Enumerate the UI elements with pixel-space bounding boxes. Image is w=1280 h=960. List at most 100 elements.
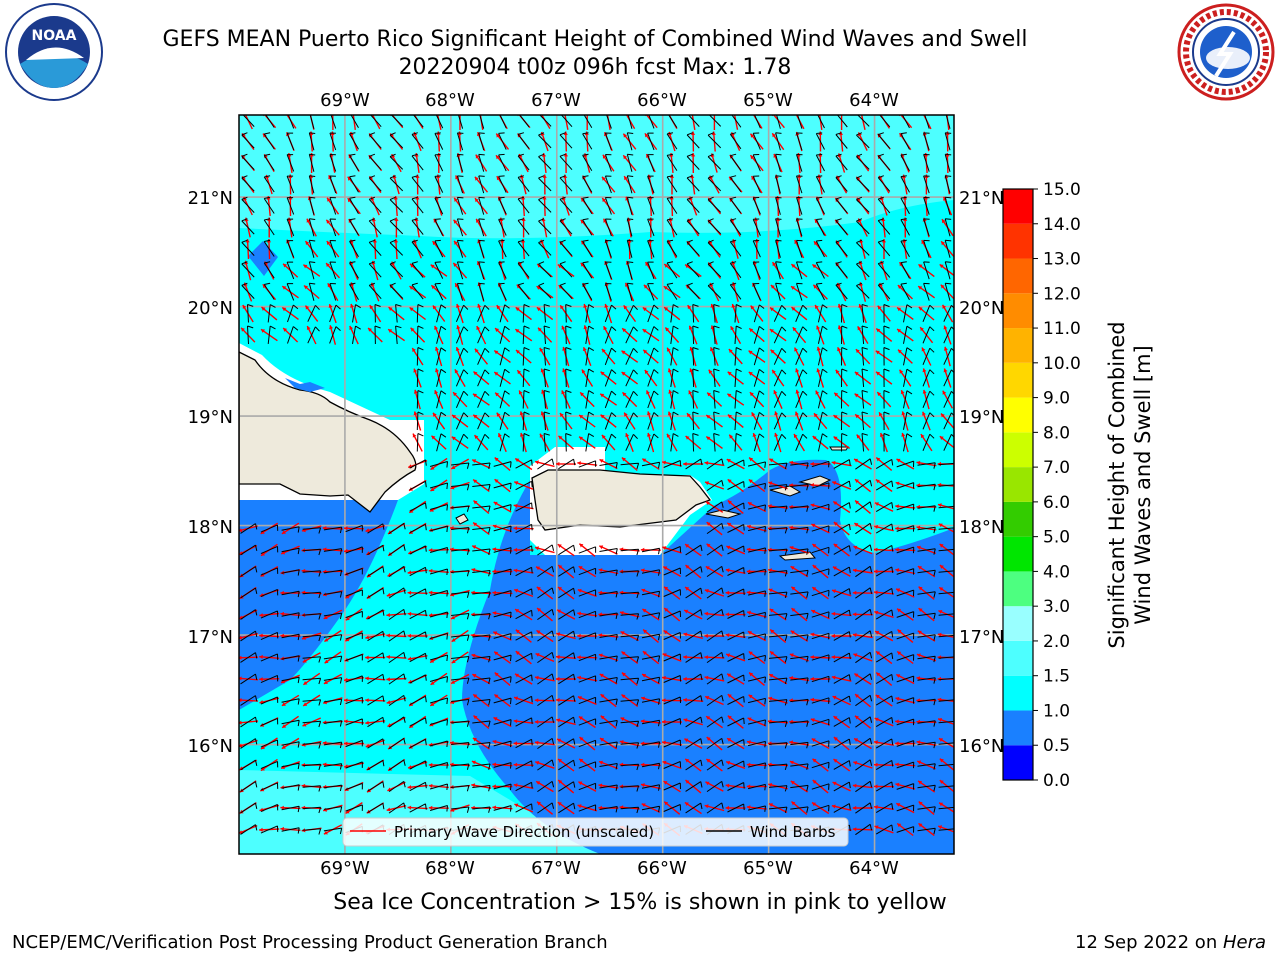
wave-arrow-head (344, 548, 348, 553)
wind-barb (641, 547, 661, 555)
wave-arrow-head (471, 653, 476, 658)
wind-barb (515, 781, 533, 792)
land-st-croix (778, 551, 817, 561)
wave-arrow-head (640, 547, 645, 552)
wave-arrow-head (556, 718, 561, 723)
wave-arrow-head (748, 694, 753, 699)
wave-arrow-head (557, 802, 562, 806)
wind-barb (493, 525, 512, 533)
wave-arrow-head (813, 284, 818, 289)
wave-arrow-head (455, 175, 460, 180)
wind-barb (727, 803, 745, 813)
wind-barb (515, 523, 533, 534)
wind-barb (855, 479, 873, 492)
wind-barb (647, 283, 655, 301)
wind-barb (811, 525, 830, 532)
wind-barb (240, 587, 258, 599)
wave-arrow-head (922, 411, 926, 416)
wind-barb (281, 762, 300, 770)
wind-barb (260, 588, 279, 598)
wave-arrow-head (937, 632, 942, 637)
wave-arrow-head (580, 262, 585, 267)
wind-barb (411, 218, 424, 235)
wind-barb (499, 347, 510, 366)
wind-barb (308, 239, 316, 258)
wave-arrow-head (837, 153, 842, 158)
wind-barb (493, 762, 512, 769)
wave-arrow-head (583, 304, 588, 308)
wind-barb (747, 719, 766, 726)
wind-barb (747, 461, 766, 468)
wind-barb (323, 569, 343, 577)
wave-arrow-head (324, 659, 329, 664)
wave-arrow-head (540, 132, 545, 136)
wind-barb (367, 673, 385, 685)
wind-barb (409, 609, 427, 620)
wave-arrow-head (347, 198, 352, 203)
wind-barb (883, 368, 890, 388)
wind-barb (811, 697, 830, 704)
wave-arrow-head (578, 566, 583, 570)
colorbar-segment (1003, 606, 1033, 641)
wave-arrow-head (667, 411, 672, 416)
wind-barb (429, 633, 448, 640)
wave-arrow-head (855, 349, 860, 354)
wave-arrow-head (643, 349, 648, 354)
wave-arrow-head (794, 347, 798, 352)
wind-barb (647, 390, 659, 409)
wind-barb (451, 763, 470, 770)
wind-barb (752, 261, 761, 279)
wind-barb (833, 781, 851, 792)
colorbar-segment (1003, 362, 1033, 398)
wave-arrow-head (563, 174, 568, 179)
wind-barb (835, 153, 848, 171)
wave-arrow-head (577, 655, 581, 660)
wind-barb (409, 459, 427, 469)
wind-barb (706, 630, 724, 642)
wind-barb (855, 759, 873, 771)
wind-barb (599, 698, 618, 705)
wind-barb (281, 719, 300, 727)
wind-barb (451, 505, 470, 512)
wind-barb (543, 347, 550, 366)
wind-barb (409, 803, 427, 813)
wave-arrow-head (704, 655, 708, 660)
wave-arrow-head (879, 433, 884, 437)
wave-arrow-head (283, 263, 287, 268)
wave-arrow-head (327, 197, 331, 202)
wind-barb (727, 588, 745, 598)
colorbar-tick-label: 9.0 (1043, 389, 1070, 409)
wave-arrow-head (495, 392, 500, 397)
wave-arrow-head (901, 432, 906, 437)
lat-label-right: 16°N (959, 736, 1004, 757)
wind-barb (367, 609, 385, 620)
wind-barb (815, 153, 825, 172)
lat-labels-right: 21°N 20°N 19°N 18°N 17°N 16°N (959, 188, 1004, 757)
wind-barb (286, 154, 295, 172)
wind-barb (241, 196, 255, 213)
wind-barb (345, 632, 363, 640)
wind-barb (434, 261, 444, 279)
wave-arrow-head (409, 286, 414, 290)
wave-arrow-head (789, 760, 794, 765)
wind-barb (240, 824, 258, 835)
wind-barb (707, 261, 722, 278)
wind-barb (752, 154, 761, 172)
wind-barb (582, 282, 593, 300)
land-hispaniola (239, 351, 417, 513)
wave-arrow-head (369, 305, 374, 310)
wave-arrow-head (663, 566, 668, 571)
wind-barb (752, 283, 761, 301)
wave-arrow-head (688, 390, 693, 395)
wind-barb (663, 696, 681, 705)
lat-label-right: 21°N (959, 188, 1004, 209)
wave-arrow-head (621, 457, 626, 462)
wind-barb (833, 695, 851, 706)
wind-barb (833, 803, 851, 813)
wind-barb (768, 677, 788, 685)
wave-arrow-head (747, 502, 752, 506)
wave-arrow-head (474, 435, 479, 439)
wave-arrow-head (854, 738, 859, 742)
wave-arrow-head (710, 347, 714, 352)
wind-barb (478, 153, 485, 172)
